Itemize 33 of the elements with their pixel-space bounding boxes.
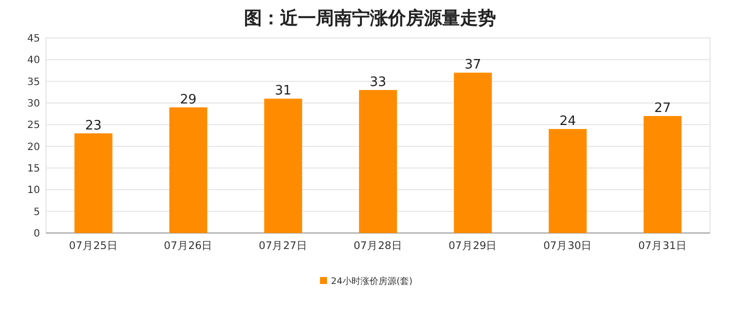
x-tick-label: 07月31日 <box>638 240 687 252</box>
x-tick-label: 07月25日 <box>69 240 118 252</box>
y-tick-label: 0 <box>34 228 40 240</box>
bar <box>548 129 587 233</box>
y-tick-label: 45 <box>27 34 40 44</box>
x-tick-label: 07月26日 <box>164 240 213 252</box>
bar <box>454 72 492 233</box>
data-label: 31 <box>274 84 292 99</box>
bar <box>644 116 682 233</box>
y-tick-label: 30 <box>27 98 40 110</box>
data-label: 29 <box>180 92 197 108</box>
legend-label: 24小时涨价房源(套) <box>331 276 412 287</box>
y-tick-label: 40 <box>27 55 40 66</box>
x-tick-label: 07月27日 <box>258 240 308 252</box>
x-tick-label: 07月29日 <box>448 240 498 252</box>
y-tick-label: 10 <box>27 185 40 196</box>
chart-title: 图：近一周南宁涨价房源量走势 <box>244 8 496 29</box>
y-tick-label: 20 <box>27 142 40 153</box>
bar <box>264 98 302 233</box>
bar <box>74 133 112 233</box>
x-tick-label: 07月28日 <box>354 240 402 252</box>
bar <box>359 90 397 233</box>
data-label: 27 <box>654 101 671 116</box>
bar <box>169 107 208 233</box>
data-label: 24 <box>559 114 576 129</box>
data-label: 33 <box>370 75 386 90</box>
y-tick-label: 35 <box>27 76 40 88</box>
y-tick-label: 25 <box>27 120 40 132</box>
x-tick-label: 07月30日 <box>543 240 592 252</box>
y-tick-label: 15 <box>27 164 40 174</box>
y-tick-label: 5 <box>34 206 40 218</box>
data-label: 23 <box>85 118 102 134</box>
data-label: 37 <box>464 58 482 73</box>
